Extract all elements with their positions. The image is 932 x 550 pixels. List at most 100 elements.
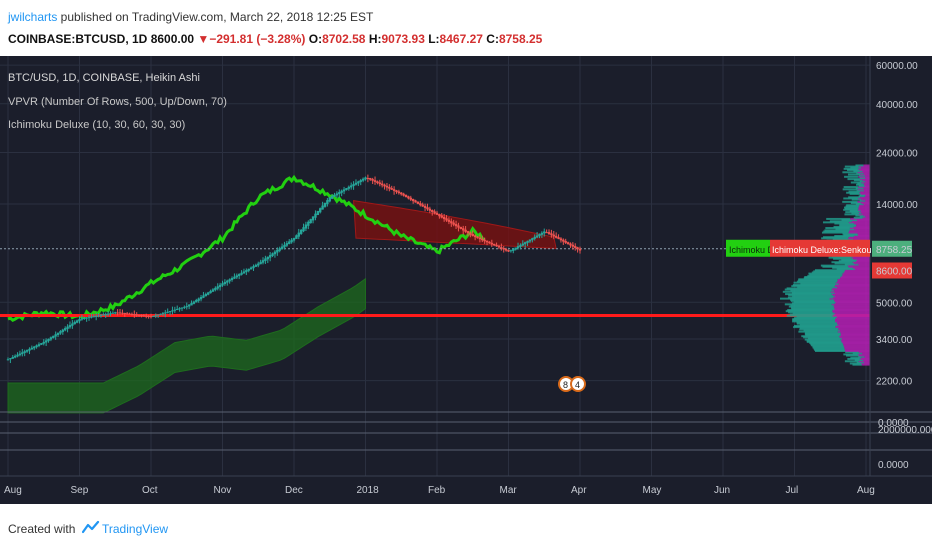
candle-body	[342, 189, 346, 192]
candle-body	[404, 194, 408, 198]
volume-bar-up	[812, 346, 845, 349]
volume-bar-up	[834, 222, 854, 225]
volume-bar-up	[787, 296, 834, 299]
candle-body	[97, 315, 100, 317]
candle-body	[299, 229, 303, 234]
volume-bar-up	[849, 192, 861, 195]
volume-profile	[779, 164, 870, 366]
volume-bar-up	[790, 306, 835, 309]
volume-bar-down	[865, 215, 870, 218]
author-link[interactable]: jwilcharts	[8, 10, 58, 24]
candle-body	[66, 326, 69, 329]
candle-body	[61, 329, 65, 332]
candle-body	[197, 298, 200, 301]
candle-body	[416, 201, 420, 204]
volume-bar-down	[860, 196, 870, 199]
pane-tick-label: 0.0000	[878, 460, 909, 471]
candle-body	[114, 312, 117, 314]
candle-body	[423, 205, 427, 208]
candle-body	[307, 221, 310, 226]
volume-bar-down	[848, 236, 870, 239]
candle-body	[64, 328, 67, 331]
time-tick-label: Oct	[142, 485, 158, 496]
candle-body	[37, 344, 41, 346]
volume-bar-up	[791, 291, 835, 294]
volume-bar-up	[804, 276, 841, 279]
candle-body	[476, 236, 479, 239]
volume-bar-up	[810, 344, 844, 347]
volume-bar-down	[858, 207, 870, 210]
tradingview-brand[interactable]: TradingView	[102, 522, 169, 536]
candle-body	[266, 256, 269, 260]
volume-bar-down	[848, 237, 870, 240]
candle-body	[380, 183, 384, 186]
volume-bar-down	[838, 282, 870, 285]
volume-bar-up	[779, 297, 830, 300]
candle-body	[466, 231, 470, 234]
volume-bar-up	[793, 324, 836, 327]
volume-bar-up	[831, 261, 853, 264]
chart-overlay: BTC/USD, 1D, COINBASE, Heikin Ashi VPVR …	[8, 72, 227, 131]
volume-bar-down	[844, 347, 870, 350]
candle-body	[411, 199, 415, 202]
volume-bar-down	[861, 198, 870, 201]
time-tick-label: Mar	[500, 485, 518, 496]
volume-bar-down	[834, 306, 870, 309]
volume-bar-down	[865, 194, 870, 197]
candle-body	[85, 317, 88, 319]
event-badge-label: 8	[563, 380, 568, 390]
candle-body	[316, 210, 320, 216]
candle-body	[178, 308, 181, 310]
volume-bar-up	[844, 165, 859, 168]
pane-tick-label: 0.0000	[878, 418, 909, 429]
volume-bar-down	[860, 362, 870, 365]
candle-body	[442, 216, 446, 220]
candle-body	[221, 283, 224, 286]
volume-bar-up	[847, 357, 860, 360]
cloud-green	[7, 277, 366, 414]
candle-body	[73, 321, 76, 325]
volume-bar-up	[808, 337, 843, 340]
candle-body	[111, 312, 115, 314]
footer: Created with TradingView	[0, 504, 932, 550]
candle-body	[569, 243, 572, 246]
price-tick-label: 8600.00	[876, 266, 913, 277]
volume-bar-up	[843, 186, 859, 189]
volume-bar-down	[863, 359, 870, 362]
volume-bar-down	[837, 286, 870, 289]
candle-body	[469, 232, 472, 235]
volume-bar-down	[855, 268, 870, 271]
volume-bar-down	[853, 235, 870, 238]
volume-bar-up	[806, 340, 842, 343]
volume-bar-down	[839, 335, 870, 338]
volume-bar-down	[859, 168, 870, 171]
volume-bar-up	[838, 260, 856, 263]
volume-bar-down	[831, 288, 870, 291]
volume-bar-down	[840, 332, 870, 335]
volume-bar-down	[861, 212, 870, 215]
candle-body	[242, 271, 246, 274]
candle-body	[280, 246, 284, 250]
volume-bar-up	[813, 270, 845, 273]
volume-bar-up	[814, 269, 846, 272]
volume-bar-down	[837, 278, 870, 281]
volume-bar-up	[836, 268, 856, 271]
candle-body	[44, 340, 48, 343]
candle-body	[471, 233, 474, 237]
volume-bar-up	[859, 199, 866, 202]
volume-bar-up	[787, 309, 833, 312]
volume-bar-up	[835, 228, 855, 231]
candle-body	[388, 186, 391, 189]
volume-bar-down	[840, 277, 870, 280]
candle-body	[352, 184, 355, 187]
candle-body	[202, 295, 205, 298]
volume-bar-up	[852, 352, 863, 355]
volume-bar-down	[829, 297, 870, 300]
volume-bar-down	[863, 172, 870, 175]
open-value: 8702.58	[322, 32, 366, 46]
candle-body	[25, 350, 29, 352]
volume-bar-up	[810, 343, 844, 346]
open-label: O:	[308, 32, 323, 46]
